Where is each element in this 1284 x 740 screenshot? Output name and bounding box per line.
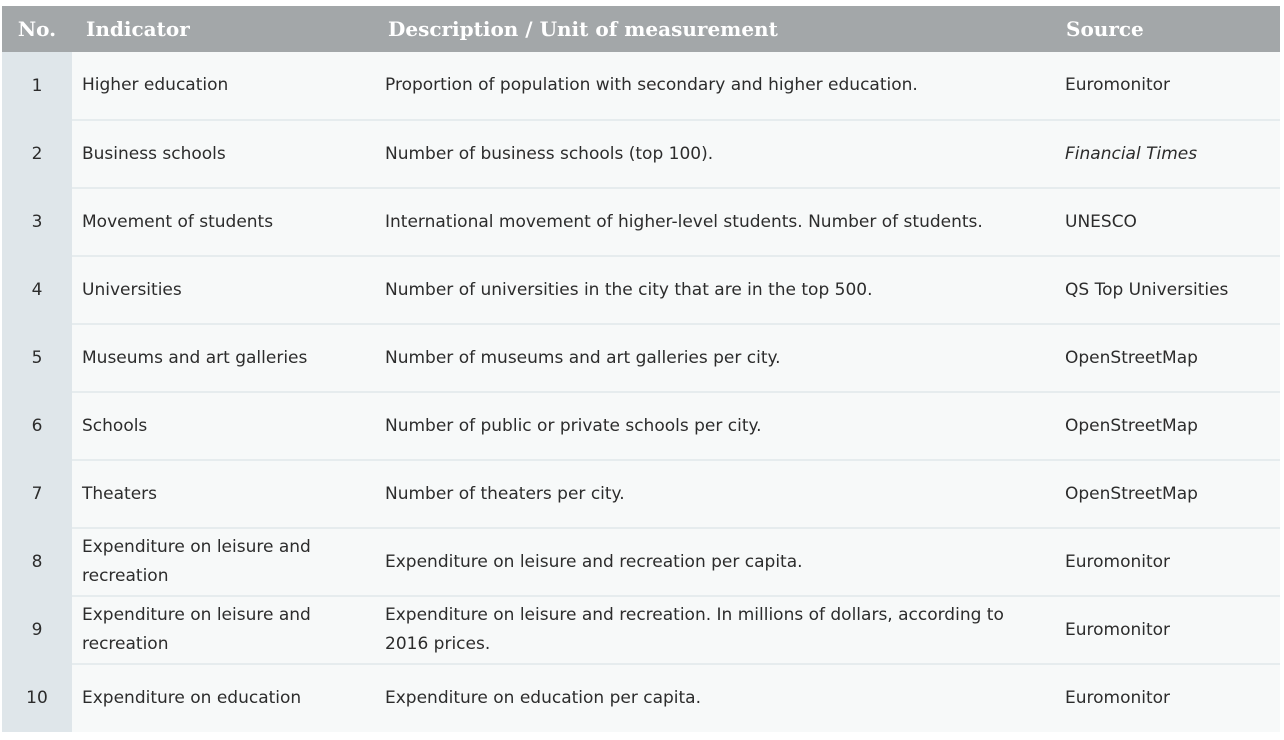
table-row: 6 Schools Number of public or private sc…: [2, 392, 1280, 461]
table-row: 3 Movement of students International mov…: [2, 188, 1280, 257]
table-header: No. Indicator Description / Unit of meas…: [2, 6, 1280, 52]
source-cell: Euromonitor: [1054, 52, 1280, 121]
table-body: 1 Higher education Proportion of populat…: [2, 52, 1280, 732]
indicator-cell: Expenditure on leisure and recreation: [72, 528, 374, 597]
source-cell: OpenStreetMap: [1054, 324, 1280, 393]
indicator-cell: Expenditure on leisure and recreation: [72, 596, 374, 665]
table-row: 5 Museums and art galleries Number of mu…: [2, 324, 1280, 393]
table-row: 2 Business schools Number of business sc…: [2, 120, 1280, 189]
header-indicator: Indicator: [72, 6, 374, 52]
description-cell: Expenditure on leisure and recreation. I…: [374, 596, 1054, 665]
indicator-cell: Museums and art galleries: [72, 324, 374, 393]
row-number: 3: [2, 188, 72, 256]
source-cell: Euromonitor: [1054, 664, 1280, 732]
table-row: 9 Expenditure on leisure and recreation …: [2, 596, 1280, 665]
description-cell: Expenditure on education per capita.: [374, 664, 1054, 732]
description-cell: Number of museums and art galleries per …: [374, 324, 1054, 393]
description-cell: Number of universities in the city that …: [374, 256, 1054, 325]
row-number: 1: [2, 52, 72, 120]
table-row: 7 Theaters Number of theaters per city. …: [2, 460, 1280, 529]
source-cell: OpenStreetMap: [1054, 460, 1280, 529]
source-cell: UNESCO: [1054, 188, 1280, 257]
header-row: No. Indicator Description / Unit of meas…: [2, 6, 1280, 52]
row-number: 9: [2, 596, 72, 664]
indicator-cell: Higher education: [72, 52, 374, 121]
indicators-table-container: No. Indicator Description / Unit of meas…: [2, 6, 1280, 732]
row-number: 10: [2, 664, 72, 732]
source-cell: Financial Times: [1054, 120, 1280, 189]
source-cell: QS Top Universities: [1054, 256, 1280, 325]
row-number: 6: [2, 392, 72, 460]
indicator-cell: Theaters: [72, 460, 374, 529]
header-source: Source: [1054, 6, 1280, 52]
source-cell: Euromonitor: [1054, 596, 1280, 665]
description-cell: Number of theaters per city.: [374, 460, 1054, 529]
source-cell: Euromonitor: [1054, 528, 1280, 597]
row-number: 2: [2, 120, 72, 188]
description-cell: International movement of higher-level s…: [374, 188, 1054, 257]
indicators-table: No. Indicator Description / Unit of meas…: [2, 6, 1280, 732]
indicator-cell: Schools: [72, 392, 374, 461]
header-no: No.: [2, 6, 72, 52]
row-number: 4: [2, 256, 72, 324]
table-row: 4 Universities Number of universities in…: [2, 256, 1280, 325]
source-cell: OpenStreetMap: [1054, 392, 1280, 461]
indicator-cell: Universities: [72, 256, 374, 325]
table-row: 8 Expenditure on leisure and recreation …: [2, 528, 1280, 597]
description-cell: Number of public or private schools per …: [374, 392, 1054, 461]
header-description: Description / Unit of measurement: [374, 6, 1054, 52]
row-number: 5: [2, 324, 72, 392]
table-row: 10 Expenditure on education Expenditure …: [2, 664, 1280, 732]
row-number: 7: [2, 460, 72, 528]
indicator-cell: Expenditure on education: [72, 664, 374, 732]
description-cell: Number of business schools (top 100).: [374, 120, 1054, 189]
indicator-cell: Movement of students: [72, 188, 374, 257]
table-row: 1 Higher education Proportion of populat…: [2, 52, 1280, 121]
indicator-cell: Business schools: [72, 120, 374, 189]
row-number: 8: [2, 528, 72, 596]
description-cell: Proportion of population with secondary …: [374, 52, 1054, 121]
description-cell: Expenditure on leisure and recreation pe…: [374, 528, 1054, 597]
